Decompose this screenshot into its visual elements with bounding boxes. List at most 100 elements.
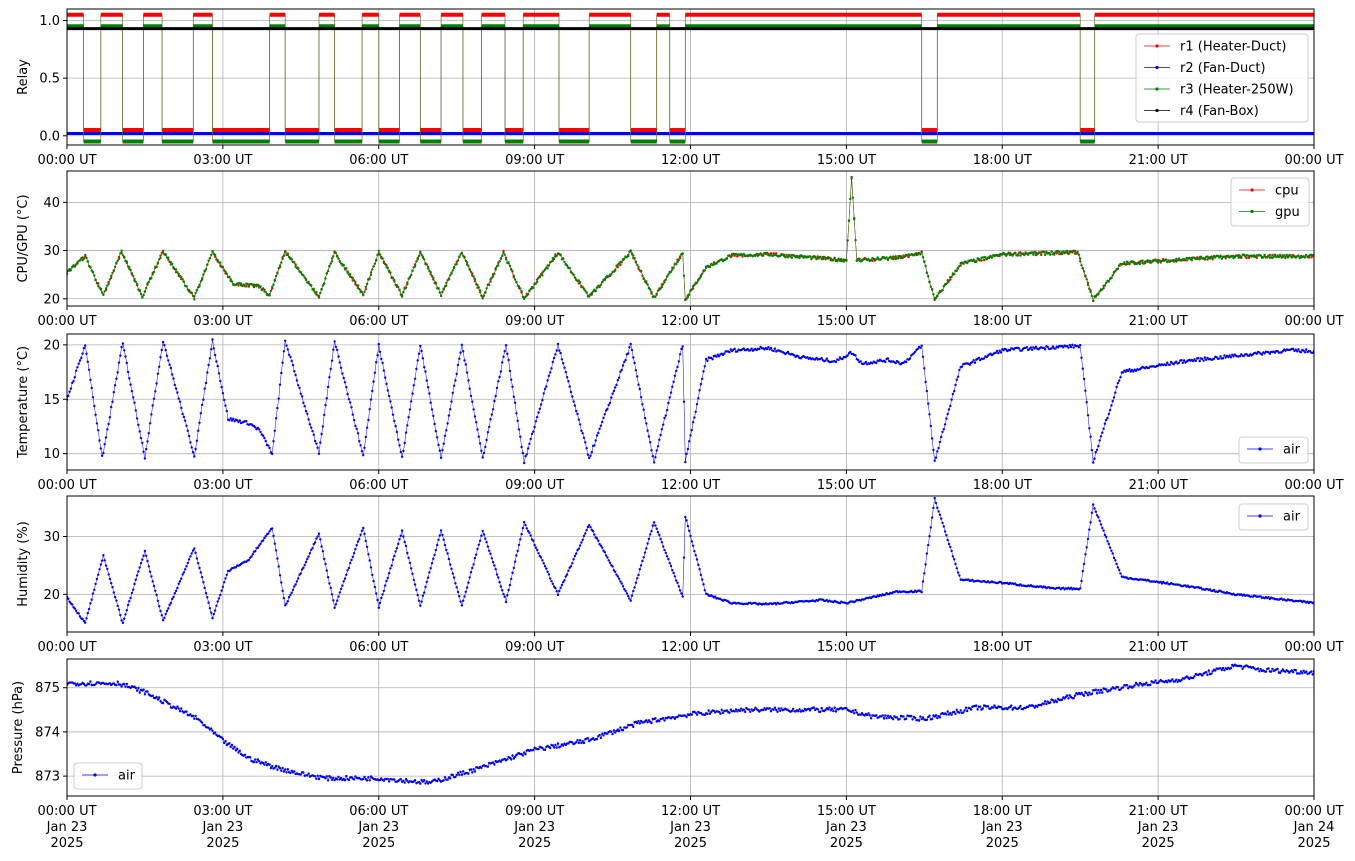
data-point [1128,262,1131,265]
data-point [494,568,497,571]
data-point [185,710,188,713]
data-point [507,588,510,592]
data-point [665,275,669,278]
data-point [328,376,331,379]
data-point [1166,361,1169,364]
data-point [203,724,206,727]
data-point [1093,457,1096,460]
data-point [477,543,480,546]
data-point [391,276,395,279]
data-point [638,387,641,391]
y-axis-label: Pressure (hPa) [11,681,26,774]
data-point [617,376,621,379]
data-point [293,370,296,373]
data-point [554,586,557,590]
data-point [285,602,288,605]
data-point [699,275,703,278]
data-point [688,440,691,443]
data-point [120,619,123,622]
data-point [902,715,905,718]
data-point [111,271,114,275]
legend-marker [1155,44,1159,48]
data-point [336,348,339,352]
data-point [1201,674,1204,677]
data-point [599,544,603,547]
data-point [402,535,405,538]
data-point [639,269,643,272]
data-point [1082,694,1086,697]
data-point [321,550,325,553]
data-point [736,350,739,353]
data-point [586,453,590,456]
data-point [423,366,426,369]
data-point [317,452,321,455]
data-point [668,396,671,399]
data-point [1108,689,1112,692]
x-tick-label: 06:00 UT [349,153,408,168]
data-point [380,357,383,361]
data-point [1286,256,1290,259]
data-point [932,448,935,452]
data-point [1253,254,1256,257]
data-point [1017,347,1021,350]
data-point [630,348,634,352]
data-point [480,449,483,452]
data-point [176,271,179,274]
data-point [434,430,438,433]
data-point [386,777,389,781]
data-point [1097,293,1100,296]
data-point [819,710,822,713]
data-point [100,559,104,562]
data-point [1076,252,1079,255]
data-point [472,768,475,771]
data-point [281,589,284,593]
data-point [381,257,384,260]
data-point [1114,559,1117,562]
data-point [351,555,354,558]
data-point [685,297,688,300]
data-point [482,533,486,536]
data-point [138,566,141,569]
data-point [481,529,484,533]
data-point [132,396,135,399]
data-point [940,435,943,439]
data-point [313,541,317,544]
data-point [507,261,510,264]
x-tick-label: 09:00 UT [505,153,564,168]
data-point [517,285,521,288]
data-point [1029,346,1033,349]
data-point [1019,704,1022,708]
data-point [589,454,592,457]
data-point [627,352,630,355]
data-point [464,259,467,262]
data-point [1032,253,1035,256]
data-point [1186,584,1190,587]
data-point [123,256,126,259]
data-point [993,704,996,707]
data-point [1107,412,1111,416]
data-point [216,364,219,368]
data-point [629,249,632,252]
data-point [332,776,335,780]
data-point [168,603,171,607]
data-point [934,714,938,717]
data-point [734,708,738,711]
data-point [638,722,641,725]
data-point [124,685,127,688]
data-point [223,581,226,584]
data-point [634,261,638,264]
data-point [632,725,635,729]
data-point [420,778,423,782]
plot-area [67,496,1314,625]
x-tick-label: 15:00 UT [817,804,876,819]
data-point [549,577,552,580]
data-point [1118,568,1121,572]
data-point [920,591,923,594]
data-point [733,347,736,350]
data-point [274,274,278,278]
data-point [329,776,332,779]
data-point [345,573,348,576]
data-point [328,582,331,585]
data-point [1108,408,1112,412]
